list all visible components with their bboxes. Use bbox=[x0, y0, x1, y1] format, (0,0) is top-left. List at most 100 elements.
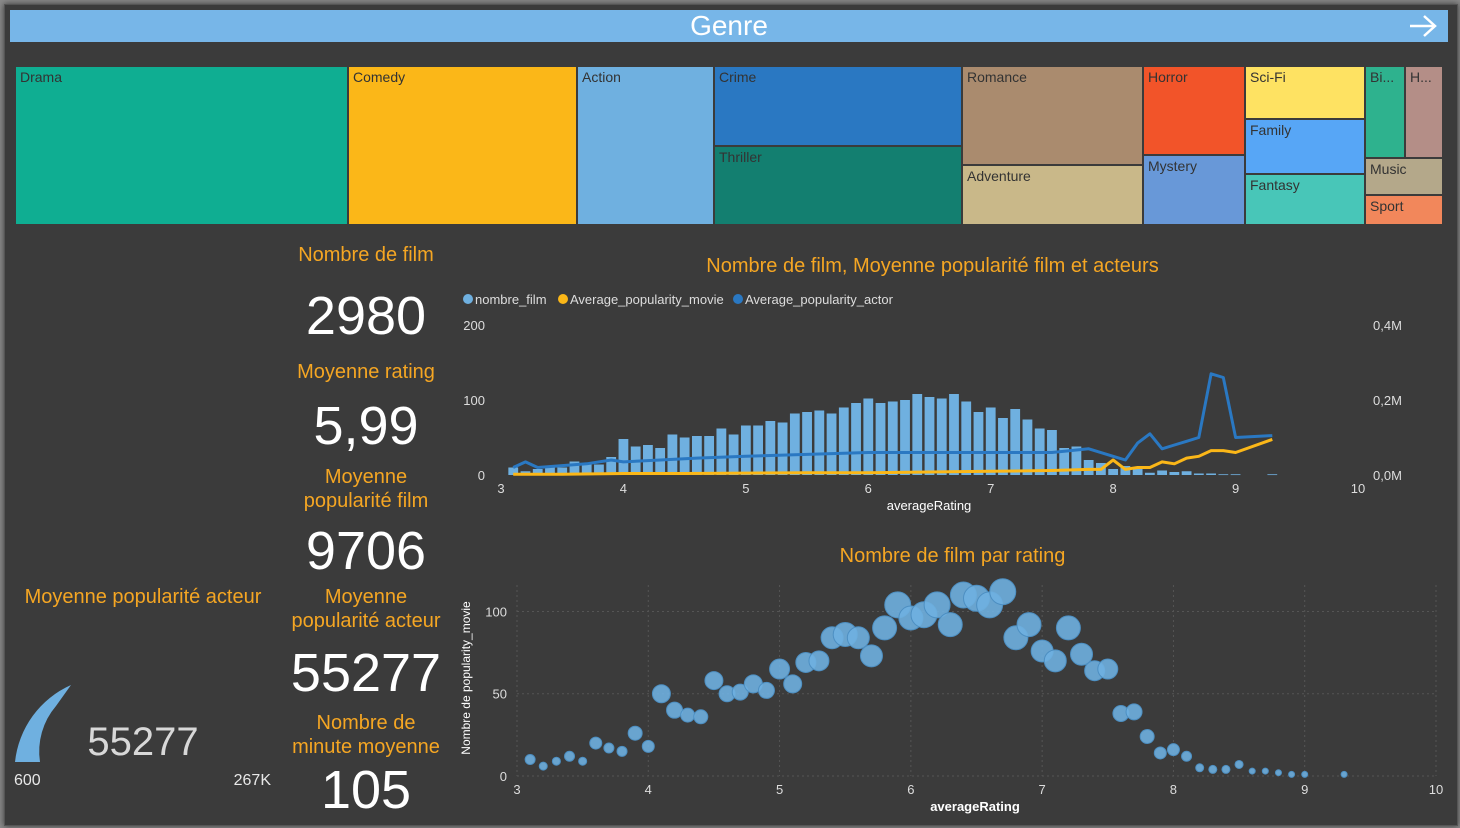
bar-nombre-film[interactable] bbox=[679, 437, 690, 476]
bar-nombre-film[interactable] bbox=[1071, 446, 1082, 476]
bar-nombre-film[interactable] bbox=[765, 421, 776, 475]
scatter-point[interactable] bbox=[538, 761, 548, 771]
scatter-point[interactable] bbox=[1195, 763, 1205, 773]
treemap-tile-biography[interactable]: Bi... bbox=[1365, 66, 1405, 158]
line-Average_popularity_movie[interactable] bbox=[513, 437, 1273, 476]
bar-nombre-film[interactable] bbox=[826, 413, 837, 476]
bar-nombre-film[interactable] bbox=[802, 412, 812, 475]
bar-nombre-film[interactable] bbox=[569, 461, 580, 476]
legend-label[interactable]: Average_popularity_actor bbox=[745, 292, 894, 307]
bar-nombre-film[interactable] bbox=[814, 410, 825, 476]
scatter-point[interactable] bbox=[872, 615, 898, 641]
treemap-tile-romance[interactable]: Romance bbox=[962, 66, 1143, 165]
treemap-tile-fantasy[interactable]: Fantasy bbox=[1245, 174, 1365, 225]
bar-nombre-film[interactable] bbox=[1022, 419, 1033, 476]
treemap-tile-comedy[interactable]: Comedy bbox=[348, 66, 577, 225]
bar-nombre-film[interactable] bbox=[532, 469, 543, 475]
treemap-tile-sport[interactable]: Sport bbox=[1365, 195, 1443, 225]
bar-nombre-film[interactable] bbox=[900, 400, 910, 475]
bar-nombre-film[interactable] bbox=[704, 436, 715, 475]
treemap-tile-scifi[interactable]: Sci-Fi bbox=[1245, 66, 1365, 119]
bar-nombre-film[interactable] bbox=[961, 401, 972, 476]
scatter-point[interactable] bbox=[1340, 770, 1348, 778]
bar-nombre-film[interactable] bbox=[618, 439, 629, 475]
legend-marker-Average_popularity_actor[interactable] bbox=[733, 294, 743, 304]
legend-marker-Average_popularity_movie[interactable] bbox=[558, 294, 568, 304]
treemap-tile-thriller[interactable]: Thriller bbox=[714, 146, 962, 225]
scatter-point[interactable] bbox=[1125, 703, 1143, 721]
arrow-right-icon[interactable] bbox=[1408, 12, 1438, 40]
bar-nombre-film[interactable] bbox=[789, 413, 800, 476]
scatter-point[interactable] bbox=[1166, 743, 1180, 757]
bar-nombre-film[interactable] bbox=[1181, 471, 1192, 475]
bar-nombre-film[interactable] bbox=[924, 397, 935, 475]
bar-nombre-film[interactable] bbox=[1108, 469, 1119, 475]
legend-label[interactable]: nombre_film bbox=[475, 292, 547, 307]
bar-nombre-film[interactable] bbox=[581, 463, 592, 475]
scatter-point[interactable] bbox=[524, 754, 536, 766]
bar-nombre-film[interactable] bbox=[1267, 474, 1278, 476]
scatter-point[interactable] bbox=[1274, 769, 1282, 777]
scatter-point[interactable] bbox=[846, 626, 870, 650]
bar-nombre-film[interactable] bbox=[998, 418, 1008, 475]
scatter-point[interactable] bbox=[1016, 612, 1042, 638]
bar-nombre-film[interactable] bbox=[875, 403, 886, 475]
scatter-point[interactable] bbox=[937, 612, 963, 638]
bar-nombre-film[interactable] bbox=[1144, 472, 1155, 475]
bar-nombre-film[interactable] bbox=[985, 407, 996, 476]
scatter-point[interactable] bbox=[603, 742, 615, 754]
treemap-tile-family[interactable]: Family bbox=[1245, 119, 1365, 174]
scatter-point[interactable] bbox=[1221, 764, 1231, 774]
bar-nombre-film[interactable] bbox=[508, 467, 519, 476]
scatter-point[interactable] bbox=[989, 578, 1017, 606]
treemap-tile-history[interactable]: H... bbox=[1405, 66, 1443, 158]
scatter-point[interactable] bbox=[1261, 767, 1269, 775]
scatter-point[interactable] bbox=[1181, 750, 1193, 762]
bar-nombre-film[interactable] bbox=[851, 403, 861, 475]
scatter-point[interactable] bbox=[578, 756, 588, 766]
scatter-point[interactable] bbox=[731, 683, 749, 701]
scatter-point[interactable] bbox=[1043, 649, 1067, 673]
bar-nombre-film[interactable] bbox=[1083, 460, 1094, 475]
bar-nombre-film[interactable] bbox=[545, 466, 555, 475]
bar-nombre-film[interactable] bbox=[594, 464, 604, 476]
scatter-point[interactable] bbox=[757, 681, 775, 699]
bar-nombre-film[interactable] bbox=[1230, 474, 1241, 476]
scatter-point[interactable] bbox=[564, 750, 576, 762]
scatter-point[interactable] bbox=[1248, 767, 1256, 775]
bar-nombre-film[interactable] bbox=[1218, 474, 1229, 476]
scatter-point[interactable] bbox=[1301, 770, 1309, 778]
scatter-point[interactable] bbox=[651, 684, 671, 704]
bar-nombre-film[interactable] bbox=[1157, 470, 1168, 476]
bar-nombre-film[interactable] bbox=[1193, 473, 1204, 476]
scatter-point[interactable] bbox=[1055, 615, 1081, 641]
bar-nombre-film[interactable] bbox=[912, 394, 923, 475]
scatter-point[interactable] bbox=[1288, 770, 1296, 778]
legend-label[interactable]: Average_popularity_movie bbox=[570, 292, 724, 307]
bar-nombre-film[interactable] bbox=[1169, 472, 1180, 475]
scatter-point[interactable] bbox=[769, 658, 791, 680]
scatter-point[interactable] bbox=[704, 671, 724, 691]
bar-nombre-film[interactable] bbox=[973, 412, 984, 475]
treemap-tile-mystery[interactable]: Mystery bbox=[1143, 155, 1245, 225]
treemap-tile-horror[interactable]: Horror bbox=[1143, 66, 1245, 155]
scatter-point[interactable] bbox=[641, 739, 655, 753]
bar-nombre-film[interactable] bbox=[753, 425, 763, 476]
scatter-point[interactable] bbox=[666, 701, 684, 719]
bar-nombre-film[interactable] bbox=[1206, 473, 1216, 476]
scatter-point[interactable] bbox=[808, 650, 830, 672]
bar-nombre-film[interactable] bbox=[936, 398, 947, 476]
bar-nombre-film[interactable] bbox=[691, 436, 702, 475]
scatter-point[interactable] bbox=[680, 707, 696, 723]
scatter-point[interactable] bbox=[1208, 764, 1218, 774]
bar-nombre-film[interactable] bbox=[863, 398, 874, 476]
treemap-tile-action[interactable]: Action bbox=[577, 66, 714, 225]
treemap-tile-adventure[interactable]: Adventure bbox=[962, 165, 1143, 225]
bar-nombre-film[interactable] bbox=[1010, 409, 1021, 475]
scatter-point[interactable] bbox=[1234, 759, 1244, 769]
treemap-tile-crime[interactable]: Crime bbox=[714, 66, 962, 146]
treemap-tile-drama[interactable]: Drama bbox=[15, 66, 348, 225]
bar-nombre-film[interactable] bbox=[777, 422, 788, 476]
bar-nombre-film[interactable] bbox=[716, 428, 727, 476]
scatter-point[interactable] bbox=[783, 674, 803, 694]
